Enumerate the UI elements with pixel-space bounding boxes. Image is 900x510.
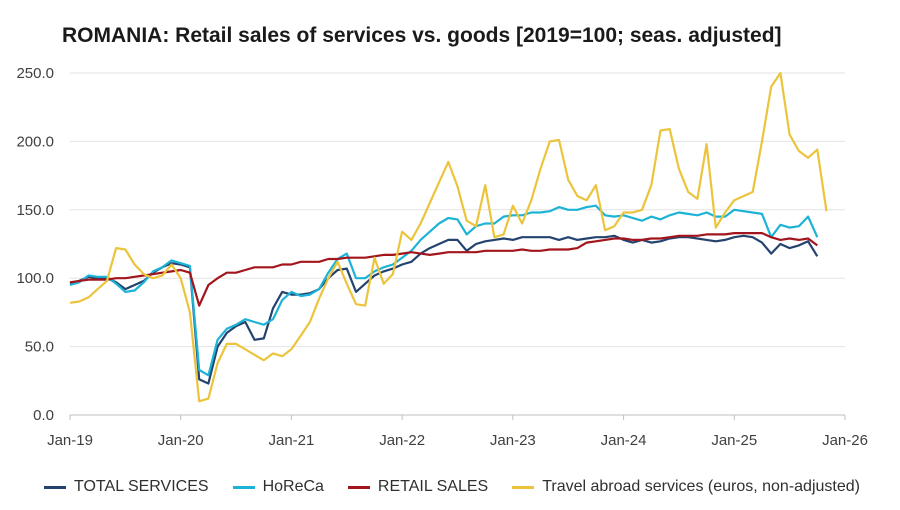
legend-item: HoReCa xyxy=(232,478,324,496)
series-line-travel-abroad-services-euros-non-adjusted xyxy=(69,71,828,403)
x-tick-label: Jan-19 xyxy=(47,432,93,449)
legend-swatch xyxy=(232,485,255,489)
y-tick-label: 100.0 xyxy=(16,270,54,287)
legend-label: RETAIL SALES xyxy=(377,478,489,495)
chart-title: ROMANIA: Retail sales of services vs. go… xyxy=(62,24,782,47)
legend-item: Travel abroad services (euros, non-adjus… xyxy=(512,478,860,496)
y-tick-label: 0.0 xyxy=(33,407,54,424)
legend: TOTAL SERVICES HoReCa RETAIL SALES Travel a… xyxy=(44,478,860,496)
legend-item: RETAIL SALES xyxy=(347,478,489,496)
y-tick-label: 50.0 xyxy=(25,339,54,356)
legend-swatch xyxy=(44,485,66,489)
y-tick-label: 250.0 xyxy=(16,65,54,82)
x-tick-label: Jan-25 xyxy=(711,432,757,449)
x-tick-label: Jan-26 xyxy=(822,432,868,449)
legend-swatch xyxy=(512,485,535,489)
y-tick-label: 200.0 xyxy=(16,133,54,150)
series-line-retail-sales xyxy=(69,232,818,307)
legend-label: TOTAL SERVICES xyxy=(74,478,209,495)
x-tick-label: Jan-22 xyxy=(379,432,425,449)
x-tick-label: Jan-23 xyxy=(490,432,536,449)
x-tick-label: Jan-21 xyxy=(268,432,314,449)
x-tick-label: Jan-24 xyxy=(601,432,647,449)
y-tick-label: 150.0 xyxy=(16,202,54,219)
legend-swatch xyxy=(347,485,370,489)
series-line-horeca xyxy=(69,204,819,377)
legend-item: TOTAL SERVICES xyxy=(44,478,209,496)
series-line-total-services xyxy=(69,234,819,385)
x-tick-label: Jan-20 xyxy=(158,432,204,449)
legend-label: Travel abroad services (euros, non-adjus… xyxy=(542,478,860,495)
legend-label: HoReCa xyxy=(262,478,324,495)
